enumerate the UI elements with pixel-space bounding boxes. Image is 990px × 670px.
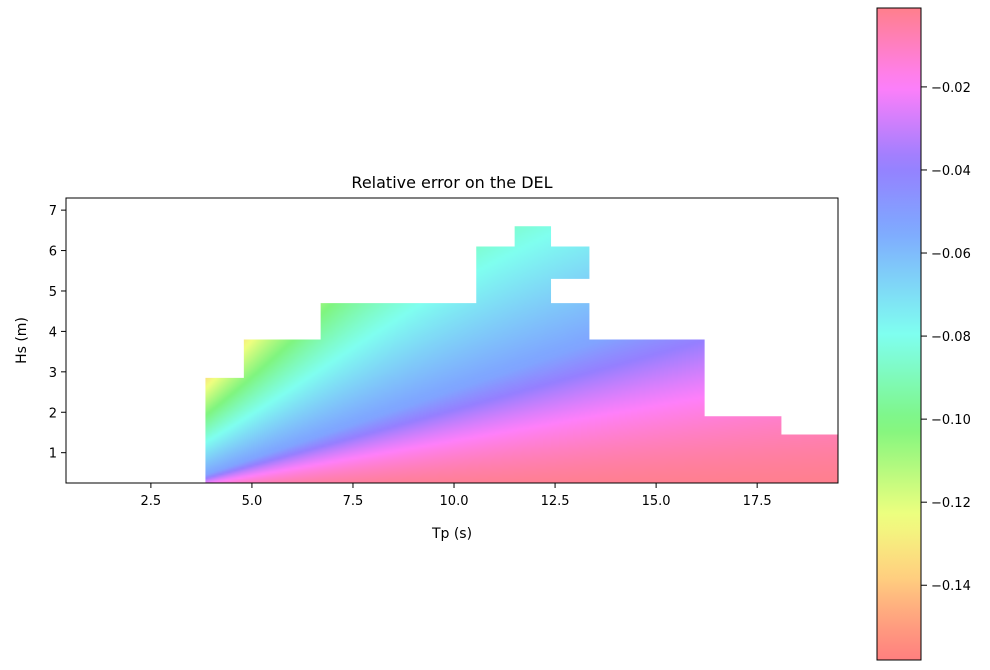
colorbar-tick-label: −0.12: [931, 496, 971, 511]
axes-frame: [65, 197, 839, 484]
colorbar-tick-label: −0.04: [931, 164, 971, 179]
chart-title: Relative error on the DEL: [351, 173, 552, 192]
colorbar-tick-label: −0.08: [931, 330, 971, 345]
x-tick-label: 10.0: [440, 494, 469, 509]
x-axis-ticks: 2.5 5.0 7.5 10.0 12.5 15.0 17.5: [141, 483, 772, 509]
colorbar-tick-label: −0.06: [931, 247, 971, 262]
colorbar-tick-label: −0.14: [931, 579, 971, 594]
x-tick-label: 2.5: [141, 494, 162, 509]
colorbar-frame: [876, 7, 922, 661]
x-tick-label: 15.0: [642, 494, 671, 509]
x-tick-label: 5.0: [242, 494, 263, 509]
y-axis-ticks: 1 2 3 4 5 6 7: [49, 204, 66, 462]
y-tick-label: 6: [49, 245, 57, 260]
y-tick-label: 3: [49, 366, 57, 381]
heatmap-axes: 2.5 5.0 7.5 10.0 12.5 15.0 17.5 1 2 3 4 5 6 7 Relati…: [14, 173, 839, 542]
y-tick-label: 4: [49, 325, 57, 340]
heatmap-field: [205, 226, 838, 483]
colorbar-tick-label: −0.10: [931, 413, 971, 428]
x-tick-label: 7.5: [343, 494, 364, 509]
colorbar: −0.14 −0.12 −0.10 −0.08 −0.06 −0.04 −0.02: [876, 7, 971, 661]
y-tick-label: 2: [49, 406, 57, 421]
heatmap-image: [205, 226, 838, 483]
y-tick-label: 1: [49, 447, 57, 462]
x-tick-label: 12.5: [541, 494, 570, 509]
colorbar-tick-label: −0.02: [931, 81, 971, 96]
y-axis-label: Hs (m): [14, 317, 30, 364]
y-tick-label: 7: [49, 204, 57, 219]
x-axis-label: Tp (s): [431, 526, 472, 542]
y-tick-label: 5: [49, 285, 57, 300]
x-tick-label: 17.5: [743, 494, 772, 509]
colorbar-gradient: [877, 8, 921, 660]
colorbar-ticks: −0.14 −0.12 −0.10 −0.08 −0.06 −0.04 −0.02: [921, 81, 971, 594]
